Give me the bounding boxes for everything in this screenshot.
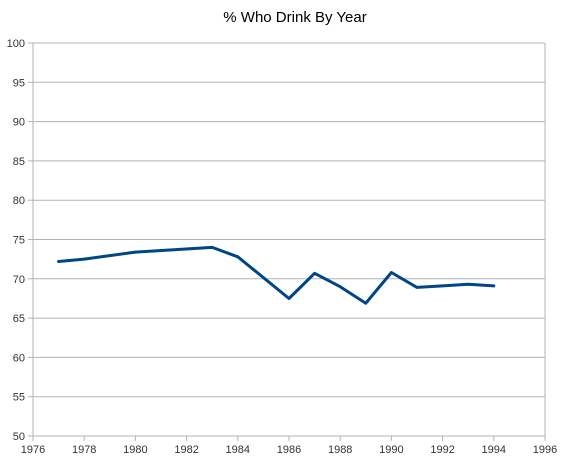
y-tick-label: 100 (7, 38, 25, 50)
series-layer (57, 245, 496, 305)
x-tick-label: 1986 (277, 444, 301, 456)
x-tick-label: 1984 (226, 444, 250, 456)
y-tick-label: 80 (13, 195, 25, 207)
data-point (236, 255, 239, 258)
x-tick-label: 1994 (482, 444, 506, 456)
chart-title: % Who Drink By Year (223, 9, 366, 26)
data-point (441, 284, 444, 288)
series-line (57, 245, 496, 305)
data-point (287, 297, 291, 300)
data-point (57, 260, 60, 263)
x-tick-label: 1992 (430, 444, 454, 456)
y-tick-label: 85 (13, 156, 25, 168)
x-tick-label: 1988 (328, 444, 352, 456)
y-tick-label: 55 (13, 392, 25, 404)
y-tick-label: 50 (13, 431, 25, 443)
x-tick-label: 1978 (72, 444, 96, 456)
data-point (467, 283, 470, 286)
x-tick-label: 1976 (21, 444, 45, 456)
y-tick-label: 60 (13, 352, 25, 364)
data-point (339, 285, 342, 288)
y-tick-label: 70 (13, 274, 25, 286)
x-axis-tick-labels: 1976 1978 1980 1982 1984 1986 1988 1990 1992 1994… (21, 444, 557, 456)
x-tick-label: 1980 (123, 444, 147, 456)
data-point (134, 250, 137, 254)
data-point (390, 271, 393, 274)
y-tick-label: 90 (13, 117, 25, 129)
data-point (313, 272, 316, 275)
x-tick-label: 1990 (379, 444, 403, 456)
x-tick-label: 1996 (533, 444, 557, 456)
x-tick-label: 1982 (174, 444, 198, 456)
data-point (83, 257, 86, 261)
data-point (211, 246, 214, 249)
data-point (415, 286, 419, 289)
y-tick-label: 65 (13, 313, 25, 325)
data-point (364, 301, 367, 305)
grid-lines (33, 42, 545, 437)
data-point (492, 284, 495, 288)
y-axis-tick-labels: 50 55 60 65 70 75 80 85 90 95 100 (7, 38, 25, 443)
y-tick-label: 75 (13, 235, 25, 247)
axes (28, 42, 546, 441)
y-tick-label: 95 (13, 77, 25, 89)
